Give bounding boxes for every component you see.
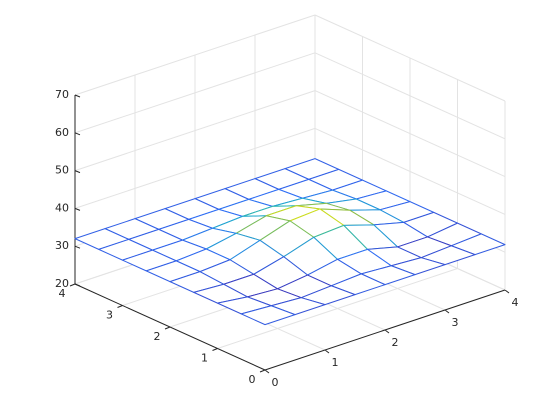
- x-tick-label: 2: [392, 336, 399, 349]
- tick-mark: [74, 94, 81, 98]
- x-tick-label: 3: [452, 316, 459, 329]
- tick-mark: [69, 283, 76, 287]
- tick-mark: [164, 326, 171, 330]
- z-tick-label: 70: [55, 88, 69, 101]
- tick-mark: [264, 369, 270, 374]
- mesh-cell: [240, 305, 296, 326]
- x-tick-label: 1: [332, 356, 339, 369]
- tick-mark: [384, 329, 390, 334]
- tick-mark: [324, 349, 330, 354]
- z-tick-label: 50: [55, 164, 69, 177]
- grid-line: [314, 90, 506, 178]
- grid-line: [74, 127, 316, 209]
- axis-line: [264, 289, 506, 371]
- tick-mark: [74, 207, 81, 211]
- tick-mark: [74, 245, 81, 249]
- grid-line: [217, 268, 458, 349]
- y-tick-label: 4: [59, 287, 66, 300]
- y-tick-label: 3: [106, 309, 113, 322]
- grid-line: [314, 127, 506, 215]
- axis-line: [74, 283, 266, 371]
- tick-mark: [117, 305, 123, 308]
- tick-mark: [212, 348, 218, 351]
- z-tick-label: 40: [55, 201, 69, 214]
- y-tick-label: 1: [201, 352, 208, 365]
- grid-line: [314, 14, 506, 102]
- z-tick-label: 60: [55, 126, 69, 139]
- tick-mark: [74, 170, 81, 174]
- grid-line: [74, 52, 316, 134]
- grid-line: [74, 14, 316, 96]
- y-tick-label: 0: [249, 373, 256, 386]
- y-tick-label: 2: [154, 330, 161, 343]
- grid-line: [74, 90, 316, 172]
- x-tick-label: 0: [272, 376, 279, 389]
- tick-mark: [259, 369, 266, 373]
- tick-mark: [444, 309, 450, 314]
- z-tick-label: 30: [55, 239, 69, 252]
- tick-mark: [74, 132, 81, 136]
- x-tick-label: 4: [512, 296, 519, 309]
- grid-line: [314, 52, 506, 140]
- tick-mark: [504, 289, 510, 294]
- z-tick-label: 20: [55, 277, 69, 290]
